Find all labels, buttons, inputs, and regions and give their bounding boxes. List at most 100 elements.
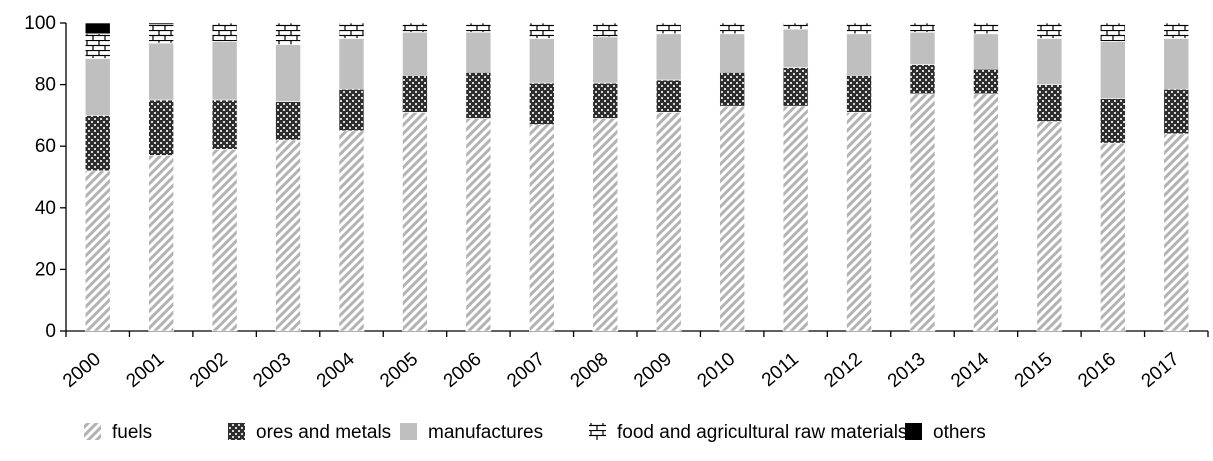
x-tick-label: 2001 [122,349,168,392]
legend-item-food-and-agricultural-raw-materials: food and agricultural raw materials [589,422,907,443]
bar-segment-ores-and-metals [592,82,619,119]
bar-segment-food-and-agricultural-raw-materials [1036,22,1063,39]
bar-segment-food-and-agricultural-raw-materials [84,33,111,59]
bar-stack-2013 [909,22,936,332]
x-tick-label: 2015 [1011,349,1057,392]
legend-swatch [905,423,922,440]
bar-stack-2004 [338,22,365,332]
legend-label: fuels [112,422,152,443]
bar-segment-fuels [719,105,745,332]
bar-segment-manufactures [465,31,492,73]
x-tick-label: 2016 [1074,349,1120,392]
axes [60,22,1209,337]
legend-label: food and agricultural raw materials [617,422,907,443]
bar-stack-2016 [1100,22,1126,332]
bar-stack-2015 [1036,22,1063,332]
bar-segment-food-and-agricultural-raw-materials [719,22,745,35]
bar-segment-food-and-agricultural-raw-materials [529,22,555,39]
bar-stack-2003 [275,22,301,332]
bar-segment-ores-and-metals [338,88,365,132]
bar-stack-2009 [655,22,682,332]
bar-segment-ores-and-metals [148,99,174,156]
x-tick-label: 2007 [503,349,549,392]
bar-segment-manufactures [719,33,745,73]
x-tick-label: 2008 [567,349,613,392]
x-tick-label: 2002 [186,349,232,392]
bar-segment-manufactures [909,31,936,65]
bar-segment-ores-and-metals [1163,88,1190,135]
bar-segment-fuels [592,118,619,332]
bar-stack-2005 [402,22,428,332]
legend-label: ores and metals [256,422,391,443]
bar-segment-food-and-agricultural-raw-materials [275,22,301,45]
legend-swatch [589,423,606,440]
y-tick-label: 0 [45,321,56,342]
bar-stack-2000 [84,22,111,332]
bar-segment-others [84,22,111,35]
bar-segment-ores-and-metals [782,67,809,107]
bar-segment-fuels [973,93,999,332]
bar-segment-fuels [1100,142,1126,332]
bar-stack-2002 [211,22,238,332]
x-tick-label: 2014 [947,348,993,392]
bar-stack-2017 [1163,22,1190,332]
bar-segment-food-and-agricultural-raw-materials [846,22,872,35]
bar-segment-food-and-agricultural-raw-materials [655,22,682,35]
bar-segment-food-and-agricultural-raw-materials [592,22,619,38]
bar-segment-manufactures [782,28,809,68]
bars [84,22,1190,332]
legend-label: others [933,422,986,443]
bar-segment-ores-and-metals [1100,98,1126,144]
bar-segment-manufactures [655,33,682,81]
bar-stack-2006 [465,22,492,332]
bar-segment-manufactures [1163,38,1190,90]
bar-segment-ores-and-metals [465,71,492,119]
y-tick-label: 40 [35,198,56,219]
legend-swatch [84,423,101,440]
x-tick-label: 2013 [884,349,930,392]
bar-segment-manufactures [402,31,428,76]
bar-segment-fuels [782,105,809,332]
legend-item-others: others [905,422,986,443]
bar-segment-ores-and-metals [655,79,682,113]
x-tick-label: 2005 [376,349,422,392]
bar-segment-manufactures [592,36,619,84]
bar-segment-fuels [275,139,301,332]
bar-segment-food-and-agricultural-raw-materials [782,22,809,30]
bar-segment-fuels [846,112,872,332]
y-tick-label: 80 [35,75,56,96]
bar-segment-fuels [655,112,682,332]
bar-stack-2012 [846,22,872,332]
bar-segment-fuels [148,155,174,332]
bar-stack-2007 [529,22,555,332]
bar-segment-manufactures [1100,41,1126,99]
bar-segment-fuels [84,170,111,332]
bar-segment-ores-and-metals [719,71,745,107]
bar-segment-manufactures [338,38,365,90]
bar-segment-ores-and-metals [973,68,999,95]
bar-segment-food-and-agricultural-raw-materials [465,22,492,33]
bar-segment-fuels [529,124,555,332]
bar-segment-ores-and-metals [84,115,111,172]
x-tick-label: 2012 [820,349,866,392]
legend-swatch [400,423,417,440]
bar-segment-ores-and-metals [402,75,428,113]
y-tick-label: 60 [35,136,56,157]
legend-item-fuels: fuels [84,422,152,443]
x-tick-label: 2006 [440,349,486,392]
bar-segment-fuels [338,130,365,332]
bar-segment-fuels [1163,133,1190,332]
bar-segment-food-and-agricultural-raw-materials [1163,22,1190,39]
x-tick-label: 2017 [1138,349,1184,392]
x-tick-label: 2003 [249,349,295,392]
bar-segment-manufactures [211,41,238,101]
bar-segment-manufactures [846,33,872,76]
x-tick-label: 2004 [313,348,359,392]
bar-stack-2011 [782,22,809,332]
bar-segment-fuels [211,148,238,332]
bar-segment-ores-and-metals [909,64,936,95]
x-tick-label: 2011 [758,349,803,391]
legend-item-ores-and-metals: ores and metals [228,422,391,443]
